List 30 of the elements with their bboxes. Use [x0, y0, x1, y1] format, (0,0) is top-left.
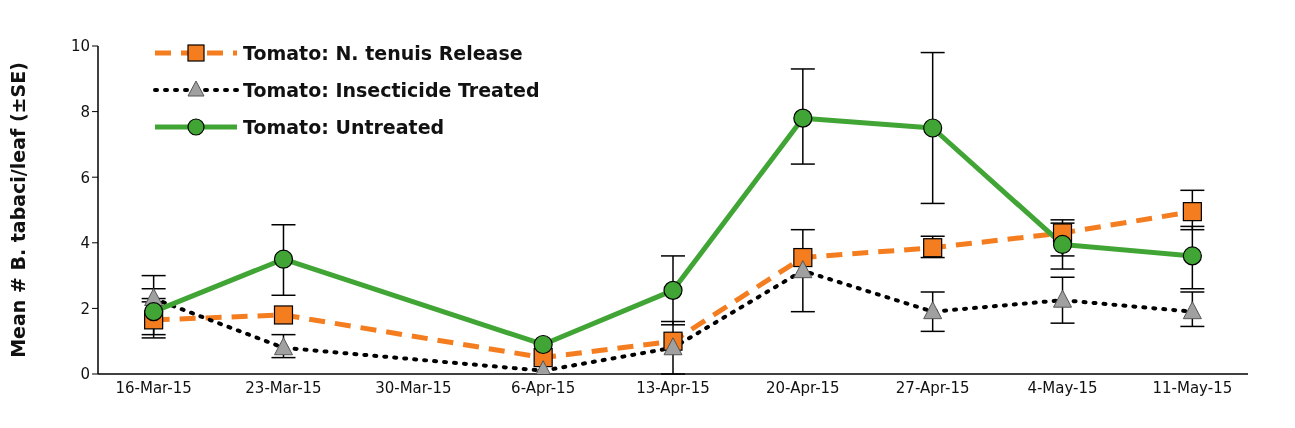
point — [793, 108, 813, 128]
x-tick-label: 11-May-15 — [1152, 378, 1233, 397]
y-tick-label: 10 — [70, 37, 90, 56]
y-tick-label: 4 — [80, 234, 90, 253]
x-tick-label: 6-Apr-15 — [511, 378, 576, 397]
point — [273, 305, 294, 325]
y-tick-label: 6 — [80, 168, 90, 187]
x-tick-label: 23-Mar-15 — [245, 378, 322, 397]
y-tick-label: 2 — [80, 299, 90, 318]
point — [793, 247, 813, 268]
x-tick-label: 20-Apr-15 — [766, 378, 840, 397]
point — [144, 302, 164, 322]
legend-label: Tomato: Insecticide Treated — [243, 78, 540, 101]
x-tick-label: 30-Mar-15 — [375, 378, 452, 397]
point — [663, 280, 683, 300]
y-axis-title: Mean # B. tabaci/leaf (±SE) — [6, 62, 29, 358]
y-tick-label: 8 — [80, 102, 90, 121]
point — [1052, 234, 1073, 255]
point — [273, 249, 294, 269]
point — [1182, 202, 1202, 222]
x-tick-label: 13-Apr-15 — [636, 378, 710, 397]
point — [533, 334, 553, 355]
y-tick-label: 0 — [80, 365, 90, 384]
x-tick-label: 27-Apr-15 — [895, 378, 970, 397]
legend-label: Tomato: N. tenuis Release — [243, 41, 523, 64]
legend-label: Tomato: Untreated — [243, 115, 445, 138]
point — [923, 118, 943, 138]
x-tick-label: 16-Mar-15 — [115, 378, 192, 397]
point — [1182, 246, 1202, 266]
x-tick-label: 4-May-15 — [1027, 378, 1098, 397]
